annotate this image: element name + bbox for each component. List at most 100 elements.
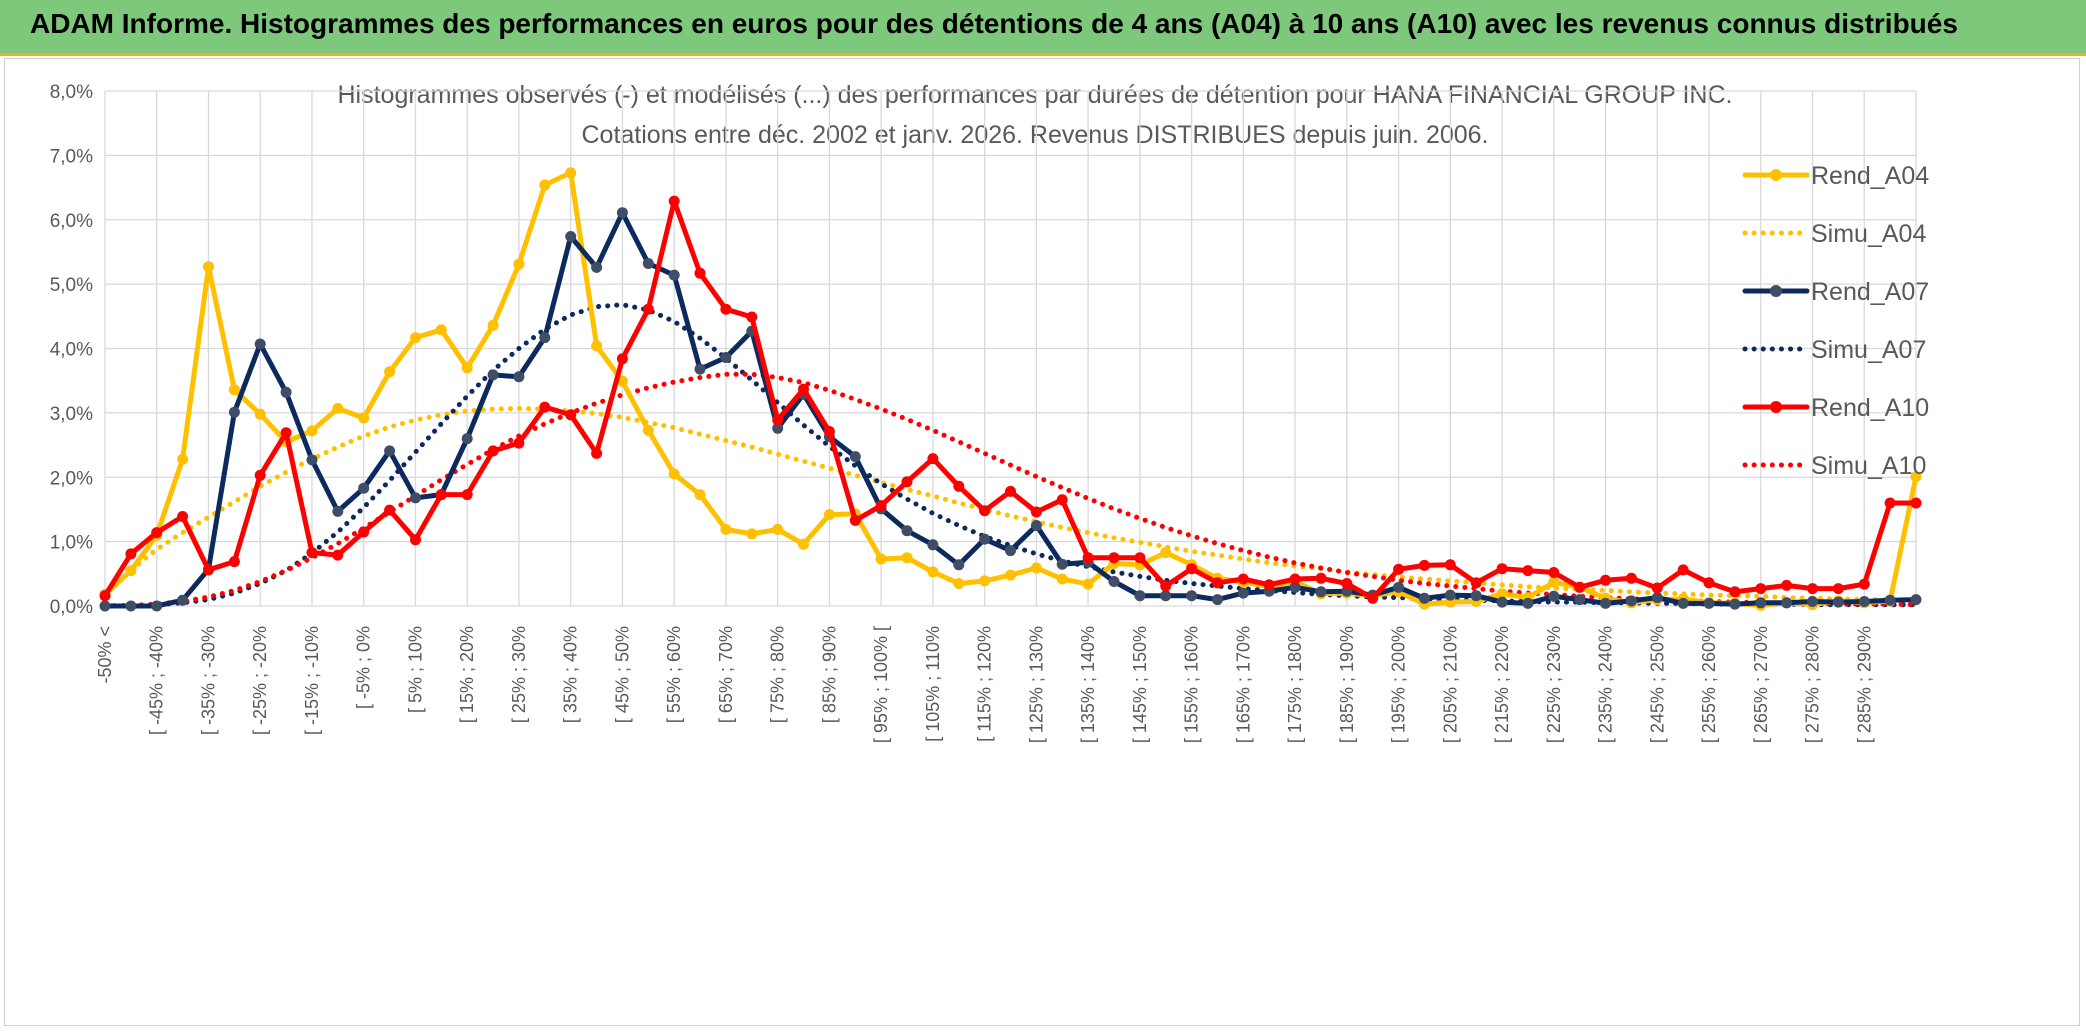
data-point-Rend_A10	[1108, 552, 1120, 564]
data-point-Rend_A10	[901, 476, 913, 488]
x-tick-label: [ 75% ; 80%	[768, 626, 788, 723]
data-point-Rend_A10	[125, 548, 137, 560]
x-tick-label: [ 225% ; 230%	[1544, 626, 1564, 743]
x-tick-label: [ 245% ; 250%	[1647, 626, 1667, 743]
data-point-Rend_A10	[228, 556, 240, 568]
series-line-Rend_A04	[102, 170, 1919, 608]
x-tick-label: [ 205% ; 210%	[1440, 626, 1460, 743]
data-point-Rend_A07	[1703, 597, 1715, 609]
data-point-Rend_A07	[1418, 592, 1430, 604]
data-point-Rend_A04	[591, 340, 603, 352]
data-point-Rend_A07	[849, 451, 861, 463]
data-point-Rend_A07	[384, 445, 396, 457]
data-point-Rend_A07	[1884, 594, 1896, 606]
data-point-Rend_A07	[1056, 558, 1068, 570]
data-point-Rend_A10	[332, 549, 344, 561]
data-point-Rend_A07	[1237, 587, 1249, 599]
y-tick-label: 5,0%	[50, 275, 93, 296]
data-point-Rend_A10	[513, 437, 525, 449]
data-point-Rend_A07	[901, 525, 913, 537]
data-point-Rend_A10	[1186, 563, 1198, 575]
data-point-Rend_A07	[591, 261, 603, 273]
legend-marker-Rend_A07	[1770, 285, 1782, 297]
legend-label-Rend_A10: Rend_A10	[1811, 394, 1929, 422]
legend-marker-Rend_A10	[1770, 401, 1782, 413]
data-point-Rend_A07	[979, 533, 991, 545]
data-point-Rend_A07	[1625, 595, 1637, 607]
data-point-Rend_A10	[1134, 552, 1146, 564]
data-point-Rend_A10	[254, 469, 266, 481]
data-point-Rend_A04	[358, 412, 370, 424]
data-point-Rend_A10	[1470, 577, 1482, 589]
data-point-Rend_A10	[177, 511, 189, 522]
data-point-Rend_A10	[1289, 573, 1301, 585]
data-point-Rend_A10	[410, 534, 421, 546]
data-point-Rend_A07	[1160, 590, 1172, 602]
data-point-Rend_A07	[1496, 596, 1508, 608]
x-tick-label: [ 85% ; 90%	[819, 626, 839, 723]
data-point-Rend_A10	[1030, 506, 1042, 518]
x-tick-label: [ 155% ; 160%	[1182, 626, 1202, 743]
data-point-Rend_A04	[384, 366, 396, 378]
data-point-Rend_A04	[642, 424, 654, 436]
data-point-Rend_A07	[125, 600, 137, 612]
data-point-Rend_A10	[1263, 579, 1275, 591]
data-point-Rend_A10	[565, 409, 577, 421]
data-point-Rend_A10	[1574, 581, 1586, 593]
data-point-Rend_A04	[1548, 576, 1560, 588]
gridlines	[104, 90, 1917, 607]
data-point-Rend_A10	[1418, 559, 1430, 571]
data-point-Rend_A04	[668, 468, 680, 480]
data-point-Rend_A07	[1212, 594, 1223, 606]
data-point-Rend_A10	[668, 195, 680, 207]
data-point-Rend_A10	[435, 489, 447, 501]
data-point-Rend_A07	[358, 482, 370, 494]
x-tick-label: [ 215% ; 220%	[1492, 626, 1512, 743]
data-point-Rend_A10	[1703, 577, 1715, 589]
data-point-Rend_A10	[203, 564, 214, 576]
data-point-Rend_A04	[694, 489, 706, 501]
data-point-Rend_A07	[461, 433, 473, 445]
data-point-Rend_A10	[1729, 586, 1741, 598]
chart-container: Histogrammes observés (-) et modélisés (…	[4, 58, 2080, 1026]
data-point-Rend_A07	[1030, 520, 1042, 531]
data-point-Rend_A07	[565, 231, 577, 242]
legend-label-Simu_A04: Simu_A04	[1811, 220, 1926, 248]
data-point-Rend_A04	[487, 319, 499, 331]
y-tick-label: 6,0%	[50, 211, 93, 232]
data-point-Rend_A10	[1858, 578, 1870, 590]
x-tick-label: [ -25% ; -20%	[250, 626, 270, 735]
data-point-Rend_A10	[746, 311, 758, 323]
data-point-Rend_A07	[1393, 581, 1405, 593]
data-point-Rend_A07	[953, 559, 965, 571]
data-point-Rend_A07	[1574, 594, 1586, 606]
x-tick-label: [ 15% ; 20%	[457, 626, 477, 723]
data-point-Rend_A04	[875, 553, 887, 565]
data-point-Rend_A07	[720, 352, 732, 363]
data-point-Rend_A04	[410, 332, 421, 344]
data-point-Rend_A04	[513, 258, 525, 270]
y-tick-label: 7,0%	[50, 146, 93, 167]
data-point-Rend_A04	[979, 575, 991, 587]
series-line-Simu_A07	[102, 302, 1919, 609]
data-point-Rend_A04	[332, 402, 344, 414]
data-point-Rend_A07	[668, 269, 680, 281]
data-point-Rend_A04	[177, 453, 189, 465]
x-axis-ticks: -50% < [ -45% ; -40% [ -35% ; -30% [ -25% ;…	[95, 626, 1874, 743]
x-tick-label: [ 95% ; 100% [	[871, 626, 891, 743]
data-point-Rend_A10	[720, 303, 732, 315]
data-point-Rend_A10	[1160, 580, 1172, 592]
legend: Rend_A04 Simu_A04 Rend_A07 Simu_A07 Rend_A10…	[1742, 162, 1929, 480]
data-point-Rend_A04	[565, 167, 577, 179]
x-tick-label: [ 195% ; 200%	[1389, 626, 1409, 743]
data-point-Rend_A07	[1341, 585, 1353, 597]
x-tick-label: [ 165% ; 170%	[1233, 626, 1253, 743]
legend-label-Rend_A04: Rend_A04	[1811, 162, 1929, 190]
x-tick-label: [ 65% ; 70%	[716, 626, 736, 723]
y-tick-label: 1,0%	[50, 533, 93, 554]
data-point-Rend_A10	[694, 267, 706, 279]
data-point-Rend_A07	[1548, 590, 1560, 602]
data-point-Rend_A10	[280, 427, 292, 439]
data-point-Rend_A07	[1910, 594, 1922, 606]
x-tick-label: [ 5% ; 10%	[405, 626, 425, 713]
